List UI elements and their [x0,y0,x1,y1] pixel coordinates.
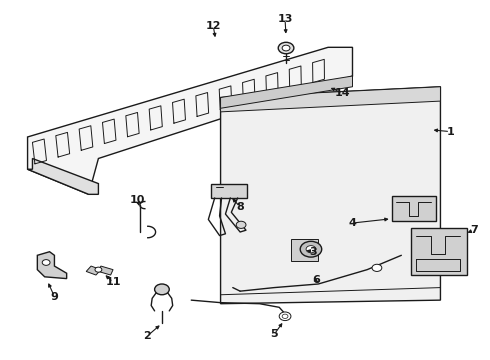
Text: 7: 7 [470,225,478,235]
Circle shape [42,260,50,265]
Text: 14: 14 [335,88,350,98]
Circle shape [236,221,246,228]
Text: 4: 4 [348,218,356,228]
Polygon shape [37,252,67,279]
Polygon shape [86,266,101,275]
Polygon shape [292,239,319,261]
Text: 2: 2 [144,331,151,341]
Text: 8: 8 [236,202,244,212]
Circle shape [278,42,294,54]
Circle shape [155,284,169,295]
Polygon shape [411,228,467,275]
Polygon shape [392,196,436,221]
Text: 12: 12 [205,21,221,31]
Circle shape [306,246,316,253]
Circle shape [95,267,102,272]
Circle shape [372,264,382,271]
Text: 10: 10 [130,195,145,205]
Polygon shape [220,87,441,112]
Circle shape [279,312,291,320]
Polygon shape [211,184,247,198]
Polygon shape [27,158,98,194]
Circle shape [282,314,288,319]
Circle shape [282,45,290,51]
Text: 5: 5 [270,329,278,339]
Text: 13: 13 [277,14,293,24]
Text: 1: 1 [446,127,454,136]
Polygon shape [98,266,113,275]
Circle shape [300,241,322,257]
Text: 9: 9 [50,292,58,302]
Text: 3: 3 [310,247,317,257]
Polygon shape [220,87,441,304]
Text: 6: 6 [312,275,320,285]
Text: 11: 11 [105,277,121,287]
Polygon shape [220,76,352,108]
Polygon shape [27,47,352,194]
